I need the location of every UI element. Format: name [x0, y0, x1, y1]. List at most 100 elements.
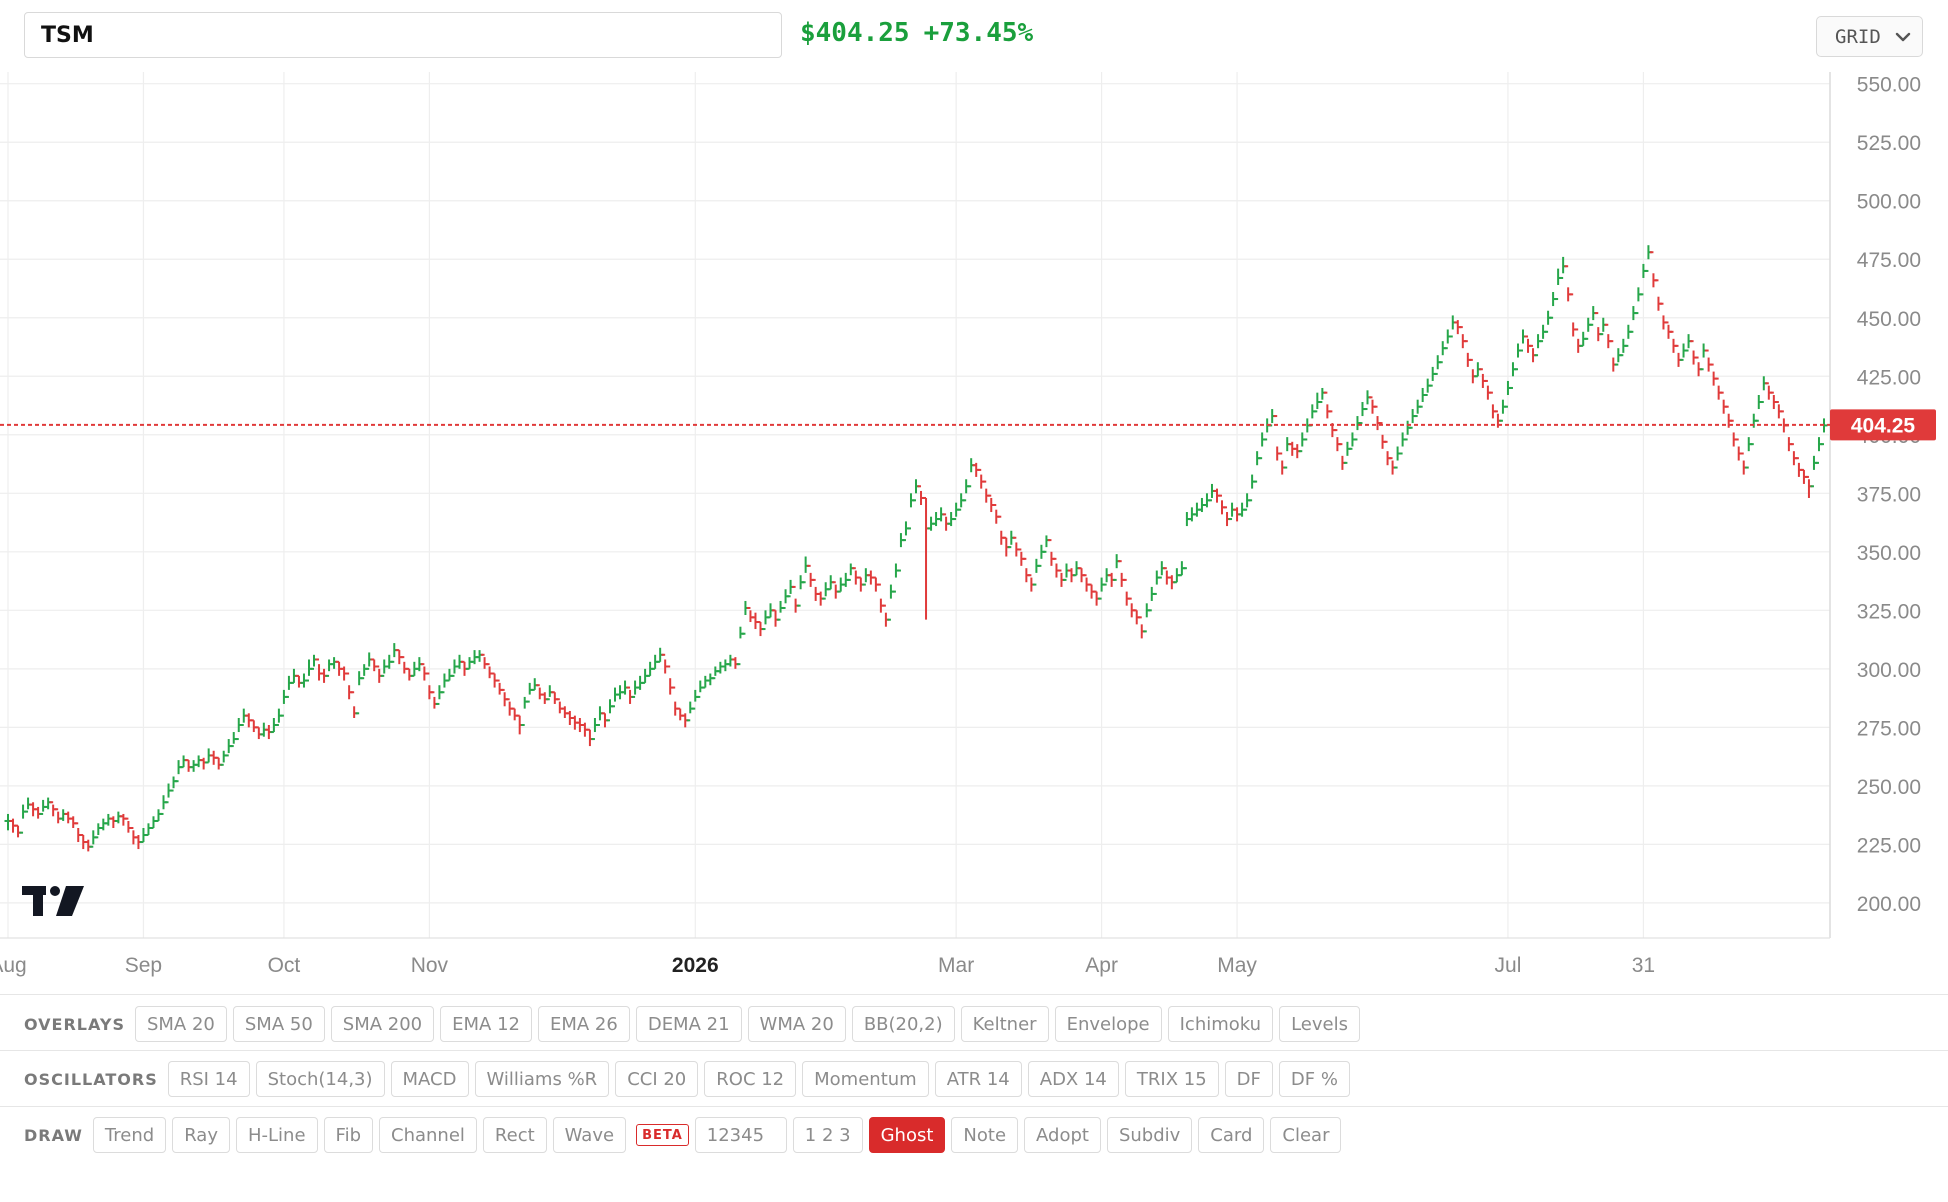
- ohlc-bar: [1690, 340, 1698, 365]
- draw-channel-button[interactable]: Channel: [379, 1117, 477, 1153]
- overlay-levels-button[interactable]: Levels: [1279, 1006, 1360, 1042]
- draw-rect-button[interactable]: Rect: [482, 1117, 547, 1153]
- ohlc-bar: [1374, 405, 1382, 431]
- overlay-sma-50-button[interactable]: SMA 50: [232, 1006, 325, 1042]
- oscillator-df-button[interactable]: DF: [1224, 1061, 1273, 1097]
- ohlc-bar: [1283, 437, 1291, 469]
- oscillator-rsi-14-button[interactable]: RSI 14: [167, 1061, 250, 1097]
- overlay-bb-20-2-button[interactable]: BB(20,2): [851, 1006, 955, 1042]
- oscillator-buttons: RSI 14 Stoch(14,3) MACD Williams %R CCI 20 RO…: [167, 1061, 1356, 1097]
- oscillator-macd-button[interactable]: MACD: [390, 1061, 469, 1097]
- overlay-sma-200-button[interactable]: SMA 200: [330, 1006, 435, 1042]
- draw-subdiv-button[interactable]: Subdiv: [1106, 1117, 1193, 1153]
- ohlc-bar: [170, 776, 178, 792]
- ohlc-bar: [807, 564, 815, 587]
- draw-1-2-3-button[interactable]: 1 2 3: [792, 1117, 863, 1153]
- ohlc-bar: [902, 521, 910, 542]
- ohlc-bar: [1604, 323, 1612, 349]
- y-tick-label: 550.00: [1857, 74, 1921, 97]
- ohlc-bar: [1118, 560, 1126, 587]
- x-tick-label: Oct: [268, 954, 301, 977]
- draw-wave-button[interactable]: Wave: [552, 1117, 627, 1153]
- overlays-label: OVERLAYS: [24, 1014, 125, 1034]
- draw-card-button[interactable]: Card: [1198, 1117, 1265, 1153]
- ohlc-bar: [365, 652, 373, 670]
- ohlc-bar: [1057, 569, 1065, 587]
- draw-h-line-button[interactable]: H-Line: [235, 1117, 318, 1153]
- ohlc-bar: [1489, 391, 1497, 419]
- overlay-wma-20-button[interactable]: WMA 20: [747, 1006, 846, 1042]
- ohlc-bar: [225, 739, 233, 757]
- overlay-ichimoku-button[interactable]: Ichimoku: [1167, 1006, 1274, 1042]
- ohlc-bar: [631, 680, 639, 698]
- oscillator-atr-14-button[interactable]: ATR 14: [934, 1061, 1022, 1097]
- ohlc-bar: [84, 839, 92, 852]
- ohlc-bar: [696, 680, 704, 698]
- x-tick-label: Jul: [1495, 954, 1522, 977]
- ohlc-bar: [1770, 391, 1778, 410]
- ohlc-bar: [466, 657, 474, 670]
- overlay-envelope-button[interactable]: Envelope: [1054, 1006, 1162, 1042]
- ohlc-bar: [1624, 324, 1632, 347]
- oscillator-stoch-14-3-button[interactable]: Stoch(14,3): [255, 1061, 385, 1097]
- ohlc-bar: [541, 692, 549, 704]
- oscillator-trix-15-button[interactable]: TRIX 15: [1124, 1061, 1219, 1097]
- ohlc-bar: [812, 578, 820, 601]
- ohlc-bar: [802, 556, 810, 584]
- ohlc-bar: [832, 581, 840, 599]
- overlay-ema-12-button[interactable]: EMA 12: [440, 1006, 532, 1042]
- oscillator-williams-r-button[interactable]: Williams %R: [474, 1061, 610, 1097]
- x-tick-label: May: [1217, 954, 1257, 977]
- x-tick-label: Nov: [411, 954, 449, 977]
- price-axis: 200.00 225.00 250.00 275.00 300.00 325.00 350.…: [1857, 74, 1921, 916]
- oscillator-df-button[interactable]: DF %: [1278, 1061, 1350, 1097]
- oscillator-roc-12-button[interactable]: ROC 12: [704, 1061, 797, 1097]
- x-tick-label: 2026: [672, 954, 719, 977]
- ohlc-bar: [360, 664, 368, 680]
- oscillator-momentum-button[interactable]: Momentum: [802, 1061, 929, 1097]
- ohlc-bar: [250, 719, 258, 733]
- ohlc-bar: [1519, 329, 1527, 352]
- overlay-sma-20-button[interactable]: SMA 20: [134, 1006, 227, 1042]
- ohlc-bar: [1755, 394, 1763, 422]
- overlay-ema-26-button[interactable]: EMA 26: [537, 1006, 630, 1042]
- ohlc-bar: [1654, 279, 1662, 311]
- y-tick-label: 300.00: [1857, 659, 1921, 682]
- overlay-keltner-button[interactable]: Keltner: [960, 1006, 1049, 1042]
- y-tick-label: 425.00: [1857, 366, 1921, 389]
- ticker-input[interactable]: [24, 12, 782, 58]
- ohlc-bar: [1589, 306, 1597, 326]
- ohlc-bar: [1163, 567, 1171, 585]
- ohlc-bar: [701, 675, 709, 689]
- oscillator-adx-14-button[interactable]: ADX 14: [1027, 1061, 1119, 1097]
- draw-ray-button[interactable]: Ray: [172, 1117, 230, 1153]
- ohlc-bar: [330, 657, 338, 669]
- ohlc-bar: [1644, 245, 1652, 272]
- ohlc-bar: [1619, 338, 1627, 357]
- time-axis: Aug Sep Oct Nov 2026 Mar Apr May Jul 31: [0, 954, 1655, 977]
- ohlc-bar: [1434, 355, 1442, 375]
- draw-adopt-button[interactable]: Adopt: [1024, 1117, 1101, 1153]
- last-price-tag: 404.25: [1830, 409, 1936, 441]
- overlay-buttons: SMA 20 SMA 50 SMA 200 EMA 12 EMA 26 DEMA 21 WM…: [134, 1006, 1366, 1042]
- oscillator-cci-20-button[interactable]: CCI 20: [615, 1061, 699, 1097]
- ohlc-bar: [1439, 341, 1447, 364]
- overlay-dema-21-button[interactable]: DEMA 21: [635, 1006, 742, 1042]
- draw-clear-button[interactable]: Clear: [1270, 1117, 1342, 1153]
- wave-count-input[interactable]: [694, 1117, 787, 1153]
- price-chart[interactable]: 200.00 225.00 250.00 275.00 300.00 325.00 350.…: [0, 72, 1948, 994]
- ohlc-bar: [1143, 603, 1151, 633]
- view-mode-select[interactable]: GRID: [1816, 16, 1923, 57]
- draw-trend-button[interactable]: Trend: [92, 1117, 167, 1153]
- draw-ghost-button[interactable]: Ghost: [868, 1117, 946, 1153]
- ohlc-bar: [185, 759, 193, 772]
- ohlc-bar: [531, 678, 539, 691]
- ohlc-bar: [782, 589, 790, 609]
- ohlc-bar: [1369, 396, 1377, 414]
- overlays-row: OVERLAYS SMA 20 SMA 50 SMA 200 EMA 12 EMA 26…: [0, 998, 1948, 1050]
- ohlc-bar: [676, 707, 684, 721]
- y-tick-label: 250.00: [1857, 776, 1921, 799]
- ohlc-bar: [1103, 568, 1111, 586]
- draw-fib-button[interactable]: Fib: [323, 1117, 374, 1153]
- draw-note-button[interactable]: Note: [951, 1117, 1019, 1153]
